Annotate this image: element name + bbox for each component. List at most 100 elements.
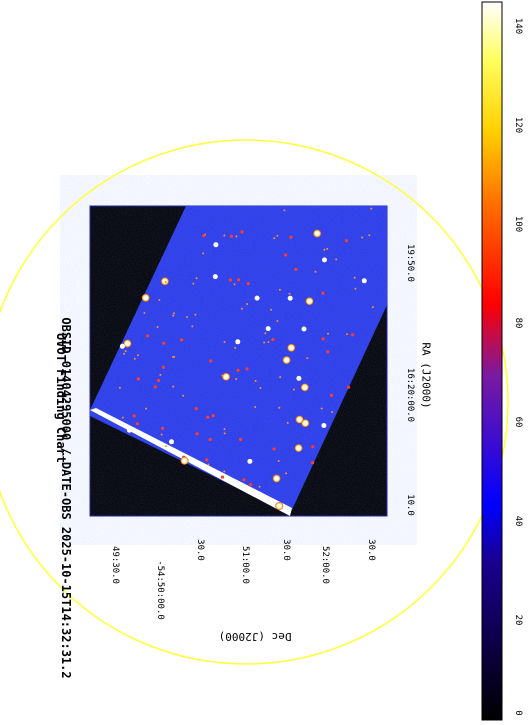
star	[235, 339, 241, 345]
star	[361, 236, 364, 239]
colorbar-tick: 0	[513, 710, 523, 716]
star	[321, 291, 325, 295]
star	[287, 295, 293, 301]
star	[361, 278, 367, 284]
star	[195, 432, 199, 436]
star	[240, 230, 244, 234]
star	[135, 422, 139, 426]
star	[182, 394, 185, 397]
star	[272, 474, 281, 483]
star	[314, 270, 317, 273]
star	[335, 258, 338, 261]
star	[275, 502, 284, 510]
star	[294, 267, 298, 271]
dec-tick: 51:00.0	[240, 546, 250, 584]
star	[353, 276, 356, 279]
star	[259, 387, 262, 389]
star	[326, 247, 329, 250]
star	[276, 234, 279, 237]
star	[223, 470, 226, 473]
star	[294, 444, 303, 453]
star	[146, 334, 150, 338]
star	[164, 445, 167, 448]
star	[126, 427, 132, 433]
star	[173, 312, 175, 315]
star	[172, 314, 175, 317]
star	[164, 281, 167, 283]
star	[180, 456, 189, 465]
star	[263, 341, 266, 344]
star	[233, 283, 236, 286]
star	[246, 282, 250, 286]
star	[153, 385, 157, 389]
star	[195, 277, 198, 280]
star	[143, 312, 146, 314]
star	[212, 274, 218, 280]
star	[264, 332, 267, 335]
star	[119, 343, 125, 349]
star	[270, 308, 273, 311]
star	[172, 385, 175, 388]
star	[322, 257, 327, 263]
star	[157, 378, 161, 383]
star	[278, 406, 281, 409]
star	[254, 295, 260, 301]
star	[313, 229, 322, 238]
star	[194, 407, 198, 411]
star	[206, 415, 210, 419]
star	[234, 346, 237, 349]
star	[370, 207, 373, 210]
star	[209, 359, 213, 363]
star	[172, 356, 174, 358]
ra-tick: 19:50.0	[405, 244, 415, 282]
star	[221, 374, 224, 377]
chart-subtitle: OBSID 01404295000 / DATE-OBS 2025-10-15T…	[59, 317, 73, 679]
star	[124, 350, 127, 353]
dec-tick: 30.0	[366, 539, 376, 561]
ra-tick: 16:20:00.0	[405, 367, 415, 423]
star	[133, 357, 136, 360]
star	[289, 235, 293, 239]
star	[327, 332, 329, 335]
star	[329, 393, 334, 397]
star	[240, 307, 243, 310]
dec-axis-label: Dec (J2000)	[218, 630, 292, 643]
star	[282, 356, 291, 365]
star	[301, 419, 310, 428]
star	[237, 278, 241, 282]
star	[371, 306, 374, 309]
star	[272, 447, 276, 451]
star	[223, 341, 226, 343]
star	[284, 253, 288, 257]
star	[118, 386, 121, 389]
star	[271, 338, 275, 342]
dec-tick: 30.0	[195, 539, 205, 561]
star	[223, 432, 226, 435]
star	[161, 365, 165, 369]
star	[238, 437, 243, 441]
star	[137, 354, 139, 357]
star	[194, 313, 197, 316]
star	[202, 234, 206, 238]
star	[254, 380, 257, 382]
star	[169, 439, 174, 445]
star	[247, 458, 253, 464]
star	[160, 277, 169, 286]
colorbar-tick: 60	[513, 416, 523, 428]
star	[344, 239, 349, 243]
star	[295, 415, 304, 424]
star	[285, 472, 288, 475]
star	[254, 406, 257, 408]
colorbar	[481, 1, 503, 721]
star	[132, 414, 136, 418]
star	[306, 357, 309, 360]
star	[276, 320, 279, 322]
star	[258, 485, 261, 488]
star	[236, 368, 240, 372]
star	[235, 235, 238, 238]
star	[242, 478, 246, 482]
star	[346, 385, 351, 389]
star	[136, 377, 140, 381]
star	[123, 339, 132, 348]
